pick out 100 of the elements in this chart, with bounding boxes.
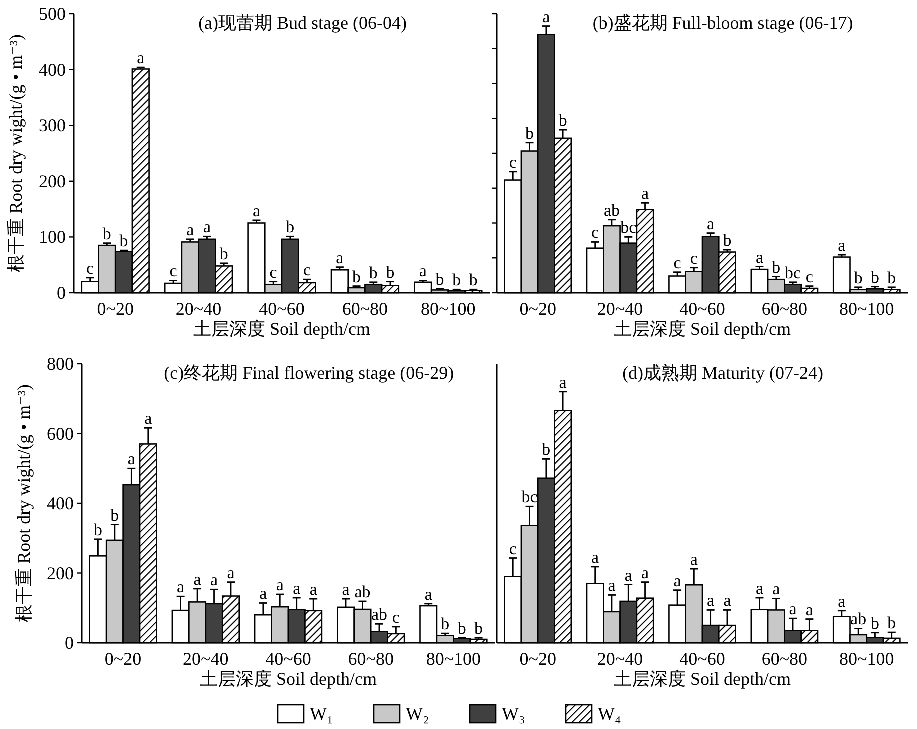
y-tick-label: 500 xyxy=(39,4,66,24)
x-tick-label: 60~80 xyxy=(342,299,388,319)
data-label: c xyxy=(674,253,682,272)
data-label: b xyxy=(369,263,378,282)
data-label: a xyxy=(838,592,846,611)
data-label: b xyxy=(474,619,484,638)
data-label: a xyxy=(210,570,218,590)
y-tick-label: 0 xyxy=(57,283,66,303)
x-tick-label: 0~20 xyxy=(104,649,142,669)
data-label: a xyxy=(690,550,698,570)
data-label: c xyxy=(270,262,278,282)
data-label: a xyxy=(186,220,195,240)
y-tick-label: 0 xyxy=(65,633,74,653)
data-label: b xyxy=(110,506,120,525)
x-tick-label: 80~100 xyxy=(426,649,482,669)
y-tick-label: 200 xyxy=(39,171,66,192)
y-tick-label: 100 xyxy=(39,227,66,248)
data-label: b xyxy=(352,267,362,286)
data-label: a xyxy=(137,48,146,68)
legend-label: W₂ xyxy=(406,704,430,724)
data-label: c xyxy=(690,248,698,268)
data-label: a xyxy=(724,591,732,610)
data-label: a xyxy=(707,214,716,234)
y-tick-label: 600 xyxy=(47,424,74,444)
data-label: b xyxy=(452,270,462,290)
data-label: b xyxy=(441,614,450,634)
x-tick-label: 20~40 xyxy=(176,299,222,319)
data-label: a xyxy=(559,372,568,392)
x-axis-title: 土层深度 Soil depth/cm xyxy=(200,669,377,689)
data-label: a xyxy=(756,248,764,267)
data-label: c xyxy=(392,608,400,627)
data-label: b xyxy=(120,232,128,251)
data-label: a xyxy=(772,580,781,599)
data-label: b xyxy=(772,258,781,277)
data-label: ab xyxy=(850,610,867,629)
x-tick-label: 0~20 xyxy=(520,649,556,669)
data-label: b xyxy=(870,268,880,287)
data-label: a xyxy=(624,566,633,585)
y-tick-label: 400 xyxy=(39,60,66,80)
x-tick-label: 80~100 xyxy=(840,299,894,319)
data-label: a xyxy=(177,578,186,597)
x-tick-label: 60~80 xyxy=(762,299,808,319)
data-label: b xyxy=(888,614,896,633)
data-label: a xyxy=(789,600,798,619)
x-tick-label: 20~40 xyxy=(183,649,229,669)
data-label: b xyxy=(94,520,102,540)
data-label: a xyxy=(641,184,650,204)
x-tick-label: 60~80 xyxy=(348,649,394,669)
data-label: a xyxy=(424,584,433,604)
data-label: a xyxy=(203,218,212,237)
data-label: ab xyxy=(604,200,620,220)
data-label: a xyxy=(310,580,318,600)
data-label: c xyxy=(509,539,518,558)
data-label: b xyxy=(286,218,295,237)
chart-title: (a)现蕾期 Bud stage (06-04) xyxy=(198,13,408,33)
chart-title: (b)盛花期 Full-bloom stage (06-17) xyxy=(592,13,854,33)
data-label: c xyxy=(170,262,178,281)
chart-title: (d)成熟期 Maturity (07-24) xyxy=(622,363,824,383)
y-tick-label: 200 xyxy=(47,563,74,584)
x-axis-title: 土层深度 Soil depth/cm xyxy=(614,669,791,689)
data-label: b xyxy=(102,224,112,244)
data-label: a xyxy=(227,563,236,582)
data-label: a xyxy=(608,576,616,596)
data-label: c xyxy=(592,223,600,242)
data-label: a xyxy=(194,570,202,589)
data-label: a xyxy=(293,579,302,598)
data-label: b xyxy=(542,440,551,460)
data-label: a xyxy=(756,579,764,598)
x-tick-label: 40~60 xyxy=(266,649,312,669)
data-label: bc xyxy=(522,488,538,507)
legend-label: W₄ xyxy=(598,704,622,724)
x-tick-label: 40~60 xyxy=(259,299,305,319)
data-label: c xyxy=(806,267,814,286)
x-tick-label: 80~100 xyxy=(421,299,476,319)
x-tick-label: 20~40 xyxy=(597,649,644,669)
x-tick-label: 20~40 xyxy=(597,299,644,319)
x-axis-title: 土层深度 Soil depth/cm xyxy=(614,319,791,339)
data-label: a xyxy=(144,409,153,428)
data-label: b xyxy=(436,270,444,290)
data-label: b xyxy=(723,231,732,250)
chart-title: (c)终花期 Final flowering stage (06-29) xyxy=(164,363,454,383)
data-label: bc xyxy=(620,218,638,238)
y-tick-label: 300 xyxy=(39,116,66,136)
data-label: ab xyxy=(371,605,388,624)
data-label: a xyxy=(542,7,551,26)
data-label: a xyxy=(342,580,350,600)
data-label: b xyxy=(854,268,863,288)
data-label: a xyxy=(128,450,136,469)
data-label: b xyxy=(888,268,896,288)
data-label: ab xyxy=(354,582,371,602)
data-label: b xyxy=(469,270,478,290)
y-tick-label: 800 xyxy=(47,354,74,374)
data-label: bc xyxy=(785,263,802,282)
data-label: a xyxy=(674,571,682,590)
data-label: a xyxy=(276,576,284,595)
legend-label: W₁ xyxy=(310,704,334,724)
data-label: a xyxy=(419,262,428,281)
x-tick-label: 40~60 xyxy=(680,649,726,669)
x-tick-label: 60~80 xyxy=(762,649,808,669)
data-label: b xyxy=(220,244,228,264)
